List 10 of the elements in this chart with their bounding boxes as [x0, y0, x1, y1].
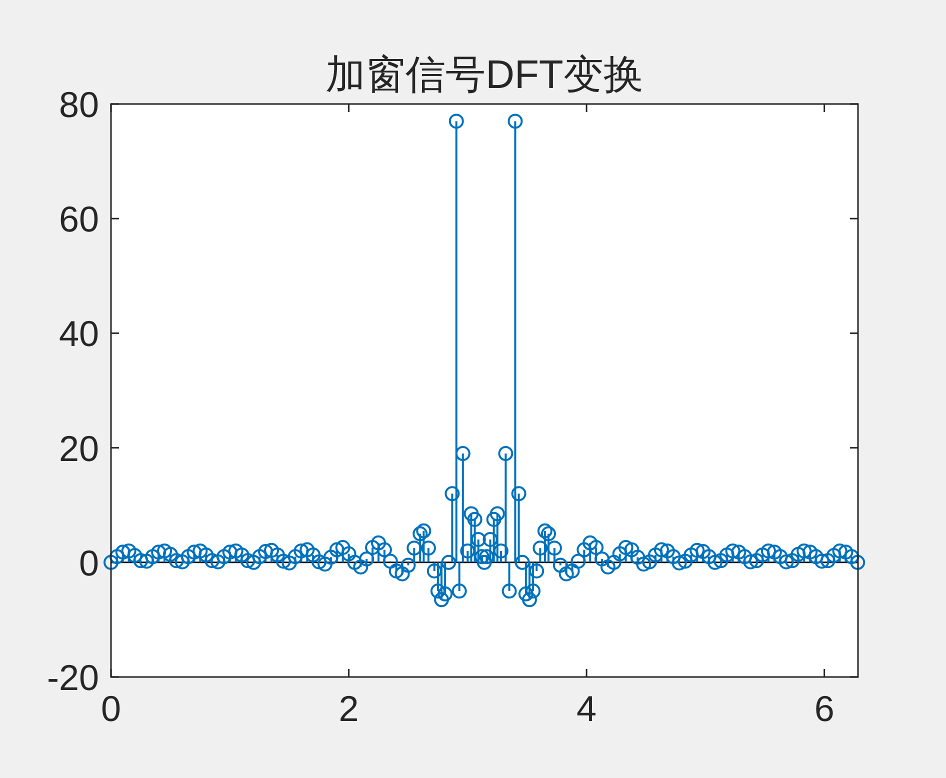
x-tick-label: 4 — [576, 688, 597, 729]
y-tick-label: 40 — [58, 313, 99, 354]
y-tick-label: -20 — [46, 657, 99, 698]
y-tick-label: 0 — [78, 542, 99, 584]
x-tick-label: 2 — [338, 688, 359, 729]
chart-title: 加窗信号DFT变换 — [326, 53, 644, 97]
y-tick-label: 80 — [58, 84, 99, 125]
y-tick-label: 20 — [58, 428, 99, 469]
x-tick-label: 6 — [814, 688, 834, 729]
y-tick-label: 60 — [58, 198, 99, 240]
